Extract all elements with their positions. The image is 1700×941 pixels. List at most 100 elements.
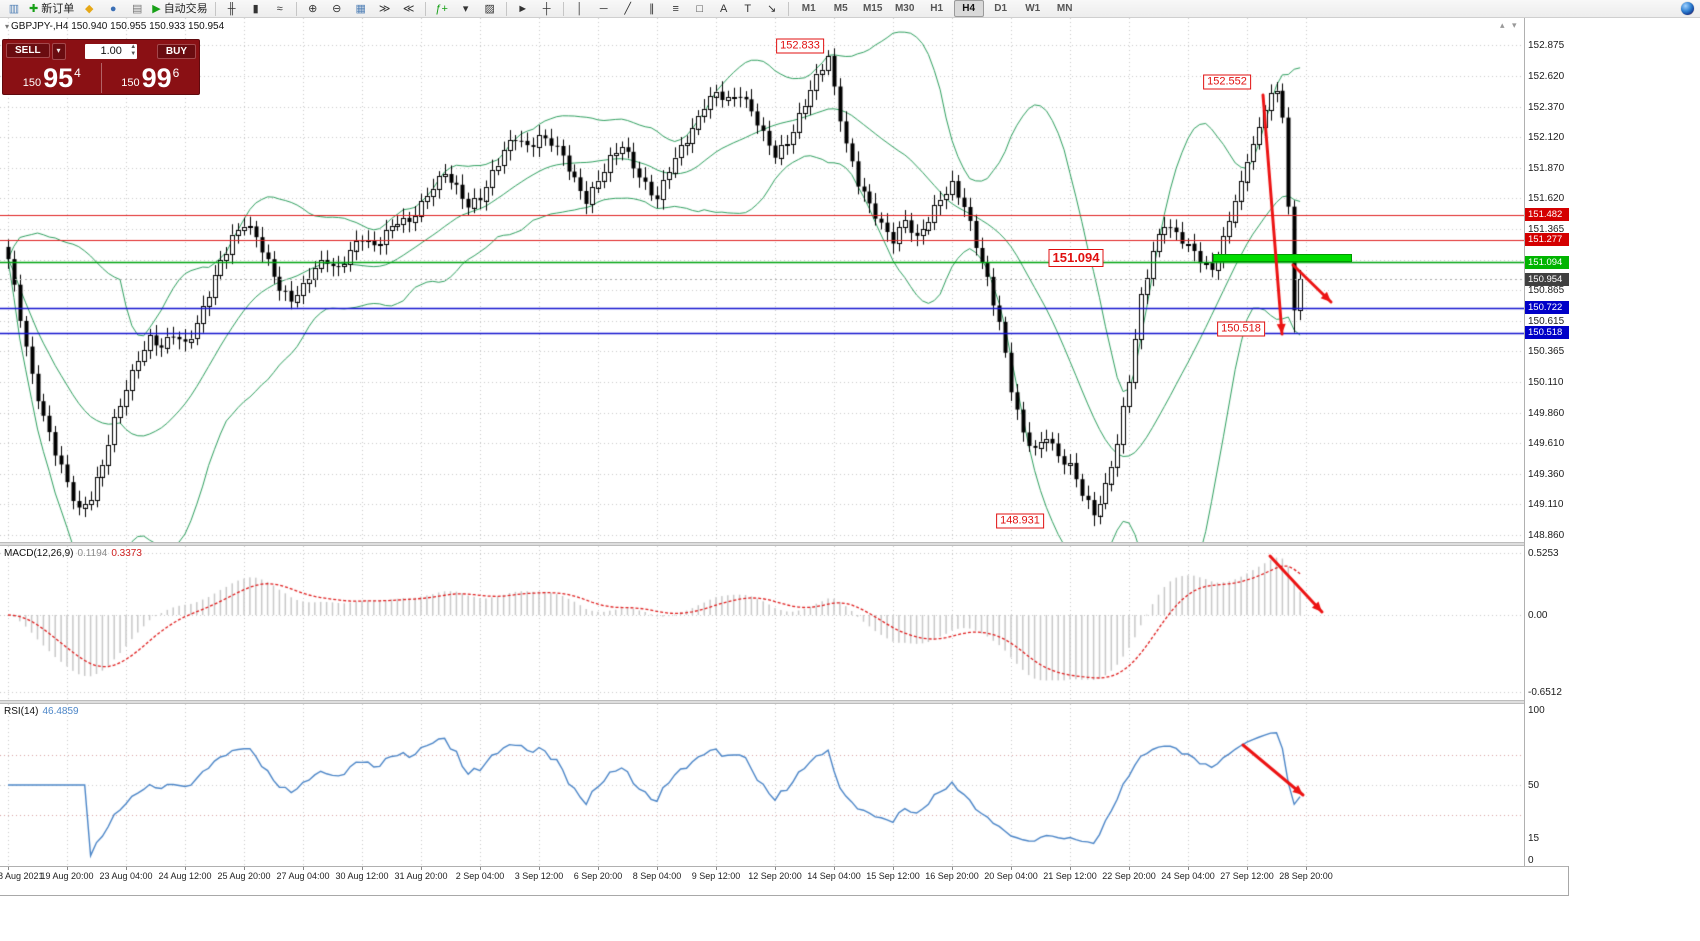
panel-separator[interactable] (0, 542, 1568, 546)
price-annotation[interactable]: 148.931 (996, 513, 1044, 529)
bid-big-digits: 95 (43, 63, 74, 93)
time-tick (1306, 867, 1307, 870)
price-annotation[interactable]: 152.552 (1203, 74, 1251, 90)
price-badge: 151.094 (1525, 255, 1569, 269)
timeframe-button-h1[interactable]: H1 (930, 3, 944, 14)
line-chart-button[interactable]: ≈ (268, 0, 292, 18)
time-tick (952, 867, 953, 870)
macd-axis-label: -0.6512 (1528, 686, 1562, 698)
timeframe-button-m15[interactable]: M15 (862, 3, 883, 14)
chart-shift-button[interactable]: ≪ (397, 0, 421, 18)
indicators-button[interactable]: ƒ+ (430, 0, 454, 18)
bar-chart-button[interactable]: ╫ (220, 0, 244, 18)
new-order-button[interactable]: ✚ 新订单 (26, 0, 77, 18)
templates-button[interactable]: ▨ (478, 0, 502, 18)
rsi-indicator-canvas[interactable] (0, 704, 1524, 866)
support-zone-highlight[interactable] (1213, 254, 1352, 262)
order-type-dropdown[interactable]: ▾ (51, 43, 66, 60)
auto-scroll-button[interactable]: ≫ (373, 0, 397, 18)
chart-scroll-up-icon[interactable]: ▴ (1500, 20, 1505, 30)
fibonacci-button[interactable]: ≡ (664, 0, 688, 18)
rsi-label: RSI(14) 46.4859 (4, 706, 79, 717)
fibonacci-button-icon: ≡ (672, 2, 679, 15)
time-tick (893, 867, 894, 870)
zoom-in-button[interactable]: ⊕ (301, 0, 325, 18)
chart-window-gbpjpy-h4[interactable]: 152.875 152.620 152.370 152.120 151.870 151.6… (0, 18, 1569, 896)
cursor-button[interactable]: ► (511, 0, 535, 18)
time-tick (421, 867, 422, 870)
time-label: 27 Sep 12:00 (1220, 871, 1274, 881)
price-annotation[interactable]: 151.094 (1048, 249, 1104, 267)
time-tick (362, 867, 363, 870)
panel-separator[interactable] (0, 700, 1568, 704)
vertical-line-button[interactable]: │ (568, 0, 592, 18)
macd-indicator-canvas[interactable] (0, 546, 1524, 700)
timeframe-button-d1[interactable]: D1 (994, 3, 1008, 14)
time-tick (480, 867, 481, 870)
channel-button[interactable]: ∥ (640, 0, 664, 18)
shapes-button[interactable]: □ (688, 0, 712, 18)
periods-dropdown[interactable]: ▾ (454, 0, 478, 18)
price-annotation[interactable]: 150.518 (1217, 321, 1265, 337)
price-tick: 149.110 (1528, 499, 1564, 511)
price-tick: 151.620 (1528, 193, 1565, 205)
price-axis[interactable]: 152.875 152.620 152.370 152.120 151.870 151.6… (1524, 18, 1569, 866)
price-tick: 149.610 (1528, 438, 1565, 450)
lot-spinner[interactable]: ▲ ▼ (130, 44, 137, 57)
periods-dropdown-icon: ▾ (462, 2, 469, 15)
navigator-button[interactable]: ▤ (125, 0, 149, 18)
symbol-ohlc-text: GBPJPY-,H4 150.940 150.955 150.933 150.9… (11, 21, 225, 32)
price-chart-canvas[interactable] (0, 18, 1524, 542)
time-tick (775, 867, 776, 870)
text-label-button[interactable]: T (736, 0, 760, 18)
bid-prefix: 150 (22, 77, 42, 89)
time-tick (244, 867, 245, 870)
channel-button-icon: ∥ (648, 2, 655, 15)
timeframe-button-m1[interactable]: M1 (801, 3, 816, 14)
crosshair-button[interactable]: ┼ (535, 0, 559, 18)
time-tick (126, 867, 127, 870)
buy-button[interactable]: BUY (156, 44, 196, 59)
cursor-button-icon: ► (517, 2, 529, 15)
time-label: 27 Aug 04:00 (276, 871, 330, 881)
new-chart-button[interactable]: ▥ (2, 0, 26, 18)
lot-size-input[interactable]: 1.00 ▲ ▼ (85, 44, 138, 59)
candlestick-chart-button[interactable]: ▮ (244, 0, 268, 18)
price-tick: 151.870 (1528, 162, 1565, 174)
tile-windows-button[interactable]: ▦ (349, 0, 373, 18)
rsi-axis-label: 15 (1528, 832, 1540, 844)
shapes-button-icon: □ (696, 2, 704, 15)
bid-price[interactable]: 150 95 4 (3, 61, 101, 95)
text-button[interactable]: A (712, 0, 736, 18)
sell-button[interactable]: SELL (6, 43, 50, 58)
time-label: 23 Aug 04:00 (99, 871, 153, 881)
horizontal-line-button-icon: ─ (599, 2, 608, 15)
arrows-button[interactable]: ↘ (760, 0, 784, 18)
ask-price[interactable]: 150 99 6 (102, 61, 200, 95)
market-watch-button[interactable]: ● (101, 0, 125, 18)
time-tick (185, 867, 186, 870)
time-label: 2 Sep 04:00 (455, 871, 505, 881)
horizontal-line-button[interactable]: ─ (592, 0, 616, 18)
timeframe-button-mn[interactable]: MN (1056, 3, 1073, 14)
bar-chart-button-icon: ╫ (227, 2, 236, 15)
autotrading-button-icon: ▶ (152, 2, 161, 15)
price-tick: 150.110 (1528, 377, 1564, 389)
price-annotation[interactable]: 152.833 (776, 38, 824, 54)
autotrading-button[interactable]: ▶ 自动交易 (149, 0, 210, 18)
zoom-out-button[interactable]: ⊖ (325, 0, 349, 18)
time-label: 25 Aug 20:00 (217, 871, 271, 881)
community-sphere-icon[interactable] (1681, 2, 1694, 15)
timeframe-button-w1[interactable]: W1 (1025, 3, 1041, 14)
timeframe-button-m30[interactable]: M30 (894, 3, 915, 14)
trendline-button[interactable]: ╱ (616, 0, 640, 18)
bid-pip-digit: 4 (74, 66, 81, 80)
timeframe-button-m5[interactable]: M5 (833, 3, 848, 14)
chart-scroll-down-icon[interactable]: ▾ (1512, 20, 1517, 30)
favorites-button-icon: ◆ (84, 2, 94, 15)
new-chart-button-icon: ▥ (8, 2, 20, 15)
text-button-icon: A (720, 2, 728, 15)
timeframe-button-h4[interactable]: H4 (953, 0, 984, 17)
favorites-button[interactable]: ◆ (77, 0, 101, 18)
